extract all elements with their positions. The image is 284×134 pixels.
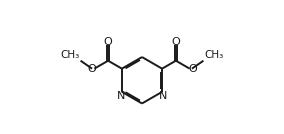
Text: N: N: [159, 91, 167, 101]
Text: O: O: [104, 37, 112, 47]
Text: N: N: [117, 91, 125, 101]
Text: O: O: [172, 37, 180, 47]
Text: CH₃: CH₃: [204, 50, 223, 60]
Text: O: O: [87, 64, 96, 74]
Text: CH₃: CH₃: [61, 50, 80, 60]
Text: O: O: [188, 64, 197, 74]
